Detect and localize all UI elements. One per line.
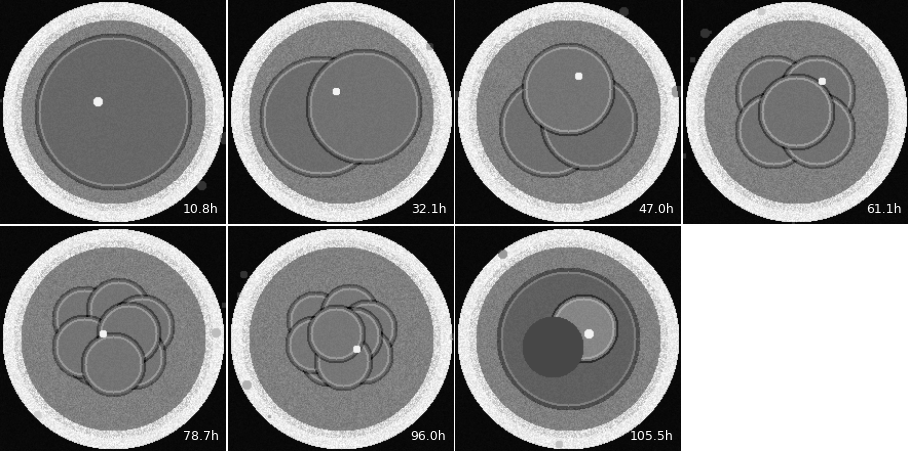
Text: 96.0h: 96.0h <box>410 429 446 442</box>
Text: 61.1h: 61.1h <box>865 202 902 216</box>
Text: 10.8h: 10.8h <box>183 202 219 216</box>
Text: 47.0h: 47.0h <box>638 202 674 216</box>
Text: 78.7h: 78.7h <box>183 429 219 442</box>
Text: 105.5h: 105.5h <box>630 429 674 442</box>
Text: 32.1h: 32.1h <box>410 202 446 216</box>
